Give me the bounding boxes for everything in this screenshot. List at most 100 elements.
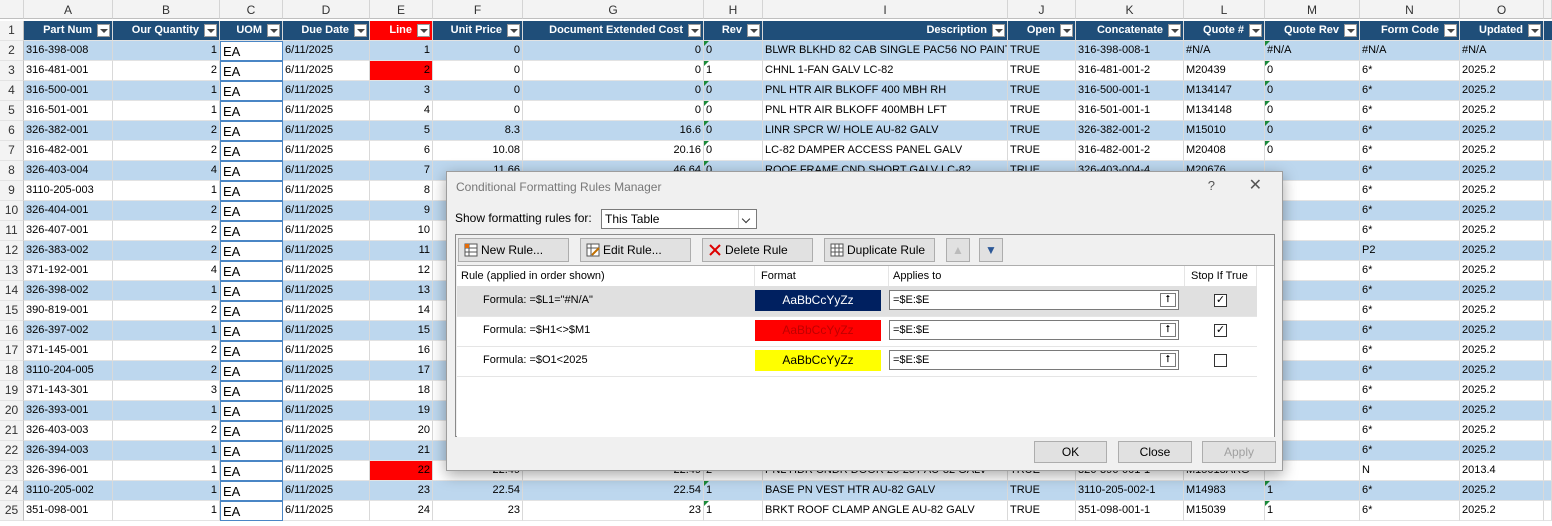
- cell-n[interactable]: 6*: [1360, 141, 1460, 161]
- cell-n[interactable]: 6*: [1360, 201, 1460, 221]
- move-up-button[interactable]: ▲: [946, 238, 970, 262]
- cell-a[interactable]: 326-397-002: [24, 321, 113, 341]
- cell-f[interactable]: 10.08: [433, 141, 523, 161]
- cell-p[interactable]: [1544, 101, 1552, 121]
- cell-g[interactable]: 0: [523, 101, 704, 121]
- cell-p[interactable]: [1544, 481, 1552, 501]
- cell-e[interactable]: 19: [370, 401, 433, 421]
- cell-d[interactable]: 6/11/2025: [283, 481, 370, 501]
- cell-n[interactable]: #N/A: [1360, 41, 1460, 61]
- cell-p[interactable]: [1544, 141, 1552, 161]
- cell-c[interactable]: EA: [220, 421, 283, 441]
- cell-a[interactable]: 326-383-002: [24, 241, 113, 261]
- cell-i[interactable]: BASE PN VEST HTR AU-82 GALV: [763, 481, 1008, 501]
- cell-j[interactable]: TRUE: [1008, 41, 1076, 61]
- cell-m[interactable]: [1265, 401, 1360, 421]
- cell-a[interactable]: 3110-204-005: [24, 361, 113, 381]
- cell-o[interactable]: 2025.2: [1460, 161, 1544, 181]
- cell-b[interactable]: 2: [113, 341, 220, 361]
- cell-o[interactable]: 2025.2: [1460, 201, 1544, 221]
- cell-o[interactable]: 2025.2: [1460, 281, 1544, 301]
- cell-j[interactable]: TRUE: [1008, 481, 1076, 501]
- cell-b[interactable]: 1: [113, 501, 220, 521]
- cell-e[interactable]: 24: [370, 501, 433, 521]
- cell-a[interactable]: 371-143-301: [24, 381, 113, 401]
- cell-b[interactable]: 2: [113, 421, 220, 441]
- cell-m[interactable]: [1265, 301, 1360, 321]
- cell-p[interactable]: [1544, 61, 1552, 81]
- header-cell-l[interactable]: Quote #: [1184, 21, 1265, 41]
- cell-o[interactable]: 2025.2: [1460, 361, 1544, 381]
- row-number[interactable]: 6: [0, 121, 24, 141]
- cell-b[interactable]: 2: [113, 121, 220, 141]
- cell-e[interactable]: 8: [370, 181, 433, 201]
- cell-o[interactable]: 2025.2: [1460, 501, 1544, 521]
- cell-k[interactable]: 351-098-001-1: [1076, 501, 1184, 521]
- cell-n[interactable]: 6*: [1360, 221, 1460, 241]
- cell-a[interactable]: 371-192-001: [24, 261, 113, 281]
- cell-m[interactable]: [1265, 321, 1360, 341]
- cell-p[interactable]: [1544, 41, 1552, 61]
- new-rule-button[interactable]: New Rule...: [458, 238, 569, 262]
- cell-c[interactable]: EA: [220, 341, 283, 361]
- cell-e[interactable]: 5: [370, 121, 433, 141]
- cell-k[interactable]: 316-482-001-2: [1076, 141, 1184, 161]
- filter-dropdown-icon[interactable]: [1528, 24, 1541, 37]
- cell-a[interactable]: 326-407-001: [24, 221, 113, 241]
- cell-a[interactable]: 371-145-001: [24, 341, 113, 361]
- cell-o[interactable]: #N/A: [1460, 41, 1544, 61]
- cell-m[interactable]: 0: [1265, 61, 1360, 81]
- cell-c[interactable]: EA: [220, 101, 283, 121]
- cell-n[interactable]: 6*: [1360, 381, 1460, 401]
- cell-h[interactable]: 1: [704, 481, 763, 501]
- cell-b[interactable]: 1: [113, 181, 220, 201]
- cell-c[interactable]: EA: [220, 81, 283, 101]
- row-number[interactable]: 24: [0, 481, 24, 501]
- cell-n[interactable]: 6*: [1360, 341, 1460, 361]
- cell-i[interactable]: CHNL 1-FAN GALV LC-82: [763, 61, 1008, 81]
- cell-a[interactable]: 326-403-004: [24, 161, 113, 181]
- column-header-f[interactable]: F: [433, 0, 523, 19]
- cell-b[interactable]: 2: [113, 241, 220, 261]
- cell-c[interactable]: EA: [220, 221, 283, 241]
- header-cell-d[interactable]: Due Date: [283, 21, 370, 41]
- cell-b[interactable]: 1: [113, 481, 220, 501]
- cell-l[interactable]: M134148: [1184, 101, 1265, 121]
- close-icon[interactable]: ✕: [1248, 177, 1262, 194]
- cell-i[interactable]: PNL HTR AIR BLKOFF 400MBH LFT: [763, 101, 1008, 121]
- cell-j[interactable]: TRUE: [1008, 101, 1076, 121]
- filter-dropdown-icon[interactable]: [354, 24, 367, 37]
- header-cell-g[interactable]: Document Extended Cost: [523, 21, 704, 41]
- column-header-m[interactable]: M: [1265, 0, 1360, 19]
- column-header-p[interactable]: [1544, 0, 1552, 19]
- cell-o[interactable]: 2025.2: [1460, 101, 1544, 121]
- header-cell-h[interactable]: Rev: [704, 21, 763, 41]
- cell-l[interactable]: #N/A: [1184, 41, 1265, 61]
- column-header-i[interactable]: I: [763, 0, 1008, 19]
- cell-m[interactable]: 0: [1265, 101, 1360, 121]
- filter-dropdown-icon[interactable]: [1168, 24, 1181, 37]
- cell-k[interactable]: 316-481-001-2: [1076, 61, 1184, 81]
- cell-k[interactable]: 316-501-001-1: [1076, 101, 1184, 121]
- cell-k[interactable]: 326-382-001-2: [1076, 121, 1184, 141]
- cell-e[interactable]: 21: [370, 441, 433, 461]
- cell-k[interactable]: 316-398-008-1: [1076, 41, 1184, 61]
- cell-o[interactable]: 2025.2: [1460, 221, 1544, 241]
- cell-m[interactable]: 1: [1265, 501, 1360, 521]
- delete-rule-button[interactable]: Delete Rule: [702, 238, 813, 262]
- cell-p[interactable]: [1544, 281, 1552, 301]
- cell-g[interactable]: 23: [523, 501, 704, 521]
- cell-n[interactable]: 6*: [1360, 101, 1460, 121]
- cell-b[interactable]: 1: [113, 41, 220, 61]
- cell-m[interactable]: [1265, 221, 1360, 241]
- cell-n[interactable]: N: [1360, 461, 1460, 481]
- cell-o[interactable]: 2025.2: [1460, 121, 1544, 141]
- cell-f[interactable]: 0: [433, 61, 523, 81]
- apply-button[interactable]: Apply: [1202, 441, 1276, 463]
- cell-a[interactable]: 390-819-001: [24, 301, 113, 321]
- cell-m[interactable]: 0: [1265, 121, 1360, 141]
- rule-row[interactable]: Formula: =$O1<2025 AaBbCcYyZz =$E:$E ⭡: [457, 346, 1257, 377]
- cell-h[interactable]: 0: [704, 101, 763, 121]
- cell-m[interactable]: [1265, 241, 1360, 261]
- row-number[interactable]: 10: [0, 201, 24, 221]
